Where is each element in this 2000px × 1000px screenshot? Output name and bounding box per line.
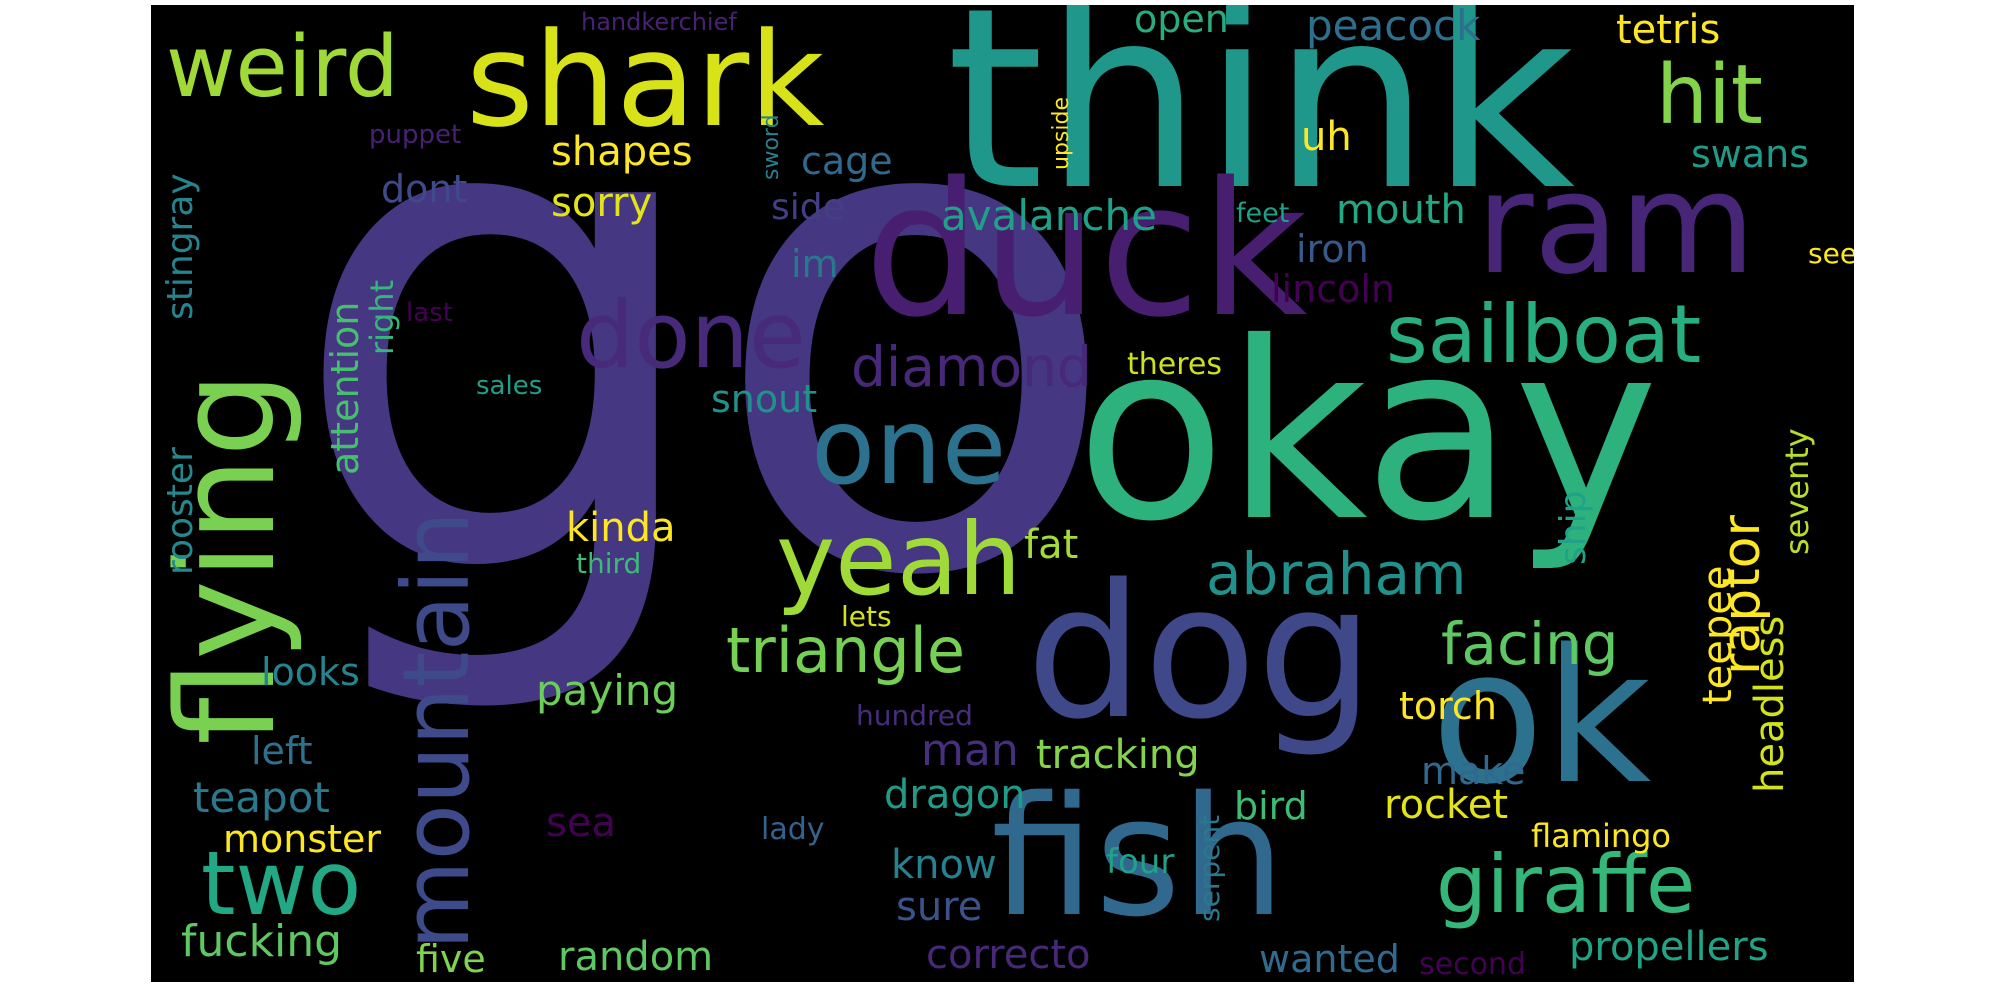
word-teapot: teapot [193, 773, 330, 822]
word-facing: facing [1441, 610, 1619, 678]
word-snout: snout [711, 377, 818, 421]
word-sales: sales [476, 371, 543, 401]
word-fish: fish [991, 761, 1286, 953]
word-third: third [576, 547, 642, 580]
word-stingray: stingray [160, 173, 201, 320]
word-tracking: tracking [1036, 732, 1200, 778]
word-avalanche: avalanche [941, 191, 1157, 240]
word-know: know [891, 842, 997, 888]
word-go: go [286, 5, 1124, 725]
word-looks: looks [261, 650, 360, 694]
word-mouth: mouth [1336, 187, 1466, 233]
word-serpent: serpent [1193, 814, 1226, 922]
word-handkerchief: handkerchief [581, 8, 737, 36]
word-rocket: rocket [1384, 782, 1509, 828]
word-weird: weird [166, 18, 399, 117]
word-okay: okay [1076, 290, 1659, 575]
word-fucking: fucking [181, 916, 343, 967]
word-triangle: triangle [726, 614, 966, 687]
word-puppet: puppet [369, 120, 462, 150]
word-dragon: dragon [884, 772, 1026, 818]
word-monster: monster [223, 817, 382, 861]
word-ram: ram [1476, 143, 1756, 306]
word-random: random [558, 934, 714, 980]
word-hundred: hundred [856, 699, 973, 732]
word-teepee: teepee [1695, 565, 1741, 705]
word-diamond: diamond [851, 335, 1092, 399]
word-side: side [771, 187, 845, 228]
word-sure: sure [896, 884, 983, 930]
word-shapes: shapes [551, 129, 693, 175]
word-last: last [406, 298, 453, 328]
word-five: five [416, 937, 486, 981]
word-see: see [1808, 237, 1854, 270]
word-swans: swans [1691, 132, 1810, 176]
word-giraffe: giraffe [1436, 838, 1696, 931]
word-hit: hit [1656, 48, 1763, 143]
word-propellers: propellers [1569, 924, 1769, 970]
word-make: make [1421, 749, 1526, 793]
word-sailboat: sailboat [1386, 288, 1702, 381]
word-sorry: sorry [551, 180, 653, 226]
word-attention: attention [323, 301, 367, 475]
word-rooster: rooster [160, 447, 201, 575]
word-ok: ok [1431, 609, 1652, 825]
word-ship: ship [1553, 490, 1594, 565]
word-dog: dog [1026, 544, 1375, 760]
word-im: im [791, 242, 839, 286]
word-lets: lets [841, 600, 892, 633]
word-paying: paying [536, 666, 679, 715]
word-tetris: tetris [1616, 7, 1721, 53]
word-one: one [811, 386, 1007, 508]
word-seventy: seventy [1778, 428, 1816, 555]
word-lincoln: lincoln [1271, 267, 1395, 311]
word-mountain: mountain [383, 511, 490, 950]
word-think: think [946, 5, 1576, 245]
word-sword: sword [759, 114, 784, 180]
word-bird: bird [1234, 784, 1308, 828]
word-duck: duck [864, 142, 1308, 358]
word-two: two [201, 832, 362, 935]
word-flamingo: flamingo [1531, 817, 1671, 855]
word-second: second [1419, 947, 1526, 982]
word-kinda: kinda [566, 505, 676, 551]
word-cage: cage [801, 139, 893, 183]
word-correcto: correcto [926, 932, 1091, 978]
word-headless: headless [1747, 615, 1793, 793]
word-four: four [1106, 842, 1175, 882]
word-upside: upside [1049, 97, 1074, 170]
word-done: done [576, 282, 806, 389]
word-dont: dont [381, 167, 468, 211]
word-wanted: wanted [1259, 937, 1400, 981]
word-man: man [921, 725, 1019, 776]
word-feet: feet [1236, 198, 1290, 229]
word-uh: uh [1301, 114, 1352, 160]
word-fat: fat [1024, 522, 1079, 568]
word-peacock: peacock [1306, 5, 1481, 50]
word-yeah: yeah [776, 501, 1022, 618]
word-cloud: go think okay duck dog fish ok shark ram… [151, 5, 1854, 982]
word-torch: torch [1399, 684, 1497, 728]
word-iron: iron [1296, 227, 1369, 271]
word-left: left [251, 729, 313, 773]
word-lady: lady [761, 812, 825, 847]
word-shark: shark [466, 5, 825, 156]
word-theres: theres [1127, 347, 1222, 382]
word-open: open [1134, 5, 1229, 41]
word-right: right [363, 279, 401, 355]
word-sea: sea [546, 800, 616, 846]
word-abraham: abraham [1206, 540, 1467, 608]
